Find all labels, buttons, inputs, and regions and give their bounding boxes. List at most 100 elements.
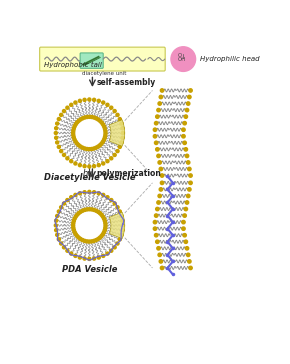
Circle shape [102, 193, 105, 197]
Circle shape [153, 128, 157, 131]
Circle shape [188, 167, 191, 171]
Circle shape [110, 157, 113, 160]
Circle shape [74, 162, 77, 165]
Circle shape [86, 240, 88, 243]
Text: diacetylene unit: diacetylene unit [82, 71, 127, 76]
Circle shape [102, 101, 105, 104]
Text: PDA Vesicle: PDA Vesicle [62, 265, 117, 274]
Circle shape [98, 144, 101, 147]
Circle shape [116, 242, 119, 245]
Circle shape [120, 141, 123, 144]
Circle shape [155, 141, 158, 145]
Circle shape [90, 147, 93, 151]
Circle shape [74, 215, 77, 218]
Circle shape [102, 233, 104, 236]
Circle shape [121, 224, 124, 227]
FancyBboxPatch shape [80, 53, 103, 68]
Circle shape [74, 193, 77, 197]
Circle shape [183, 122, 186, 125]
Circle shape [79, 210, 82, 213]
Circle shape [90, 208, 93, 211]
Circle shape [186, 161, 190, 164]
FancyBboxPatch shape [40, 47, 165, 71]
Circle shape [88, 208, 91, 211]
Circle shape [97, 256, 100, 259]
Text: O: O [177, 53, 182, 58]
Wedge shape [109, 120, 125, 146]
Circle shape [83, 98, 86, 102]
Circle shape [189, 181, 192, 185]
Circle shape [189, 174, 192, 177]
Circle shape [74, 123, 77, 126]
Circle shape [57, 238, 60, 241]
Circle shape [188, 188, 191, 191]
Circle shape [60, 150, 63, 153]
Circle shape [183, 214, 186, 217]
Circle shape [185, 108, 189, 112]
Circle shape [102, 230, 106, 234]
Circle shape [157, 247, 160, 250]
Circle shape [160, 181, 164, 185]
Circle shape [76, 213, 79, 216]
Circle shape [62, 110, 66, 112]
Circle shape [121, 127, 124, 130]
Circle shape [72, 229, 75, 232]
Circle shape [110, 106, 113, 109]
Circle shape [102, 162, 105, 165]
Circle shape [155, 234, 158, 237]
Circle shape [171, 47, 195, 71]
Circle shape [56, 214, 59, 218]
Circle shape [97, 99, 100, 102]
Circle shape [72, 127, 75, 130]
Circle shape [160, 174, 164, 177]
Circle shape [77, 236, 80, 239]
Circle shape [102, 217, 106, 220]
Circle shape [121, 131, 124, 135]
Circle shape [113, 110, 116, 112]
Circle shape [157, 201, 160, 204]
Circle shape [116, 206, 119, 209]
Circle shape [184, 115, 188, 118]
Circle shape [100, 142, 103, 145]
Circle shape [156, 207, 159, 211]
Circle shape [81, 209, 84, 212]
Circle shape [113, 202, 116, 205]
Circle shape [81, 146, 84, 149]
Circle shape [79, 237, 82, 241]
Circle shape [184, 207, 188, 211]
Circle shape [93, 98, 96, 102]
Circle shape [83, 165, 86, 168]
Circle shape [62, 153, 66, 157]
Circle shape [83, 240, 86, 242]
Circle shape [104, 226, 107, 229]
Circle shape [93, 165, 96, 168]
Circle shape [77, 211, 80, 215]
Circle shape [156, 240, 159, 244]
Circle shape [88, 115, 91, 118]
Circle shape [104, 129, 107, 132]
Text: Hydrophobic tail: Hydrophobic tail [44, 62, 102, 68]
Circle shape [160, 89, 164, 92]
Circle shape [92, 240, 95, 242]
Circle shape [95, 238, 98, 242]
Circle shape [77, 119, 80, 122]
Circle shape [120, 122, 123, 125]
Circle shape [97, 237, 100, 241]
Circle shape [72, 134, 75, 137]
Circle shape [113, 246, 116, 249]
Circle shape [102, 123, 104, 126]
Circle shape [90, 115, 93, 119]
Circle shape [76, 234, 79, 238]
Circle shape [118, 238, 121, 241]
Circle shape [88, 240, 91, 243]
Circle shape [93, 257, 96, 260]
Circle shape [79, 118, 82, 121]
Circle shape [57, 210, 60, 213]
Circle shape [104, 224, 107, 227]
Circle shape [92, 116, 95, 119]
Circle shape [103, 229, 106, 232]
Circle shape [72, 222, 75, 225]
Circle shape [70, 196, 73, 199]
Circle shape [156, 148, 159, 151]
Circle shape [182, 128, 185, 131]
